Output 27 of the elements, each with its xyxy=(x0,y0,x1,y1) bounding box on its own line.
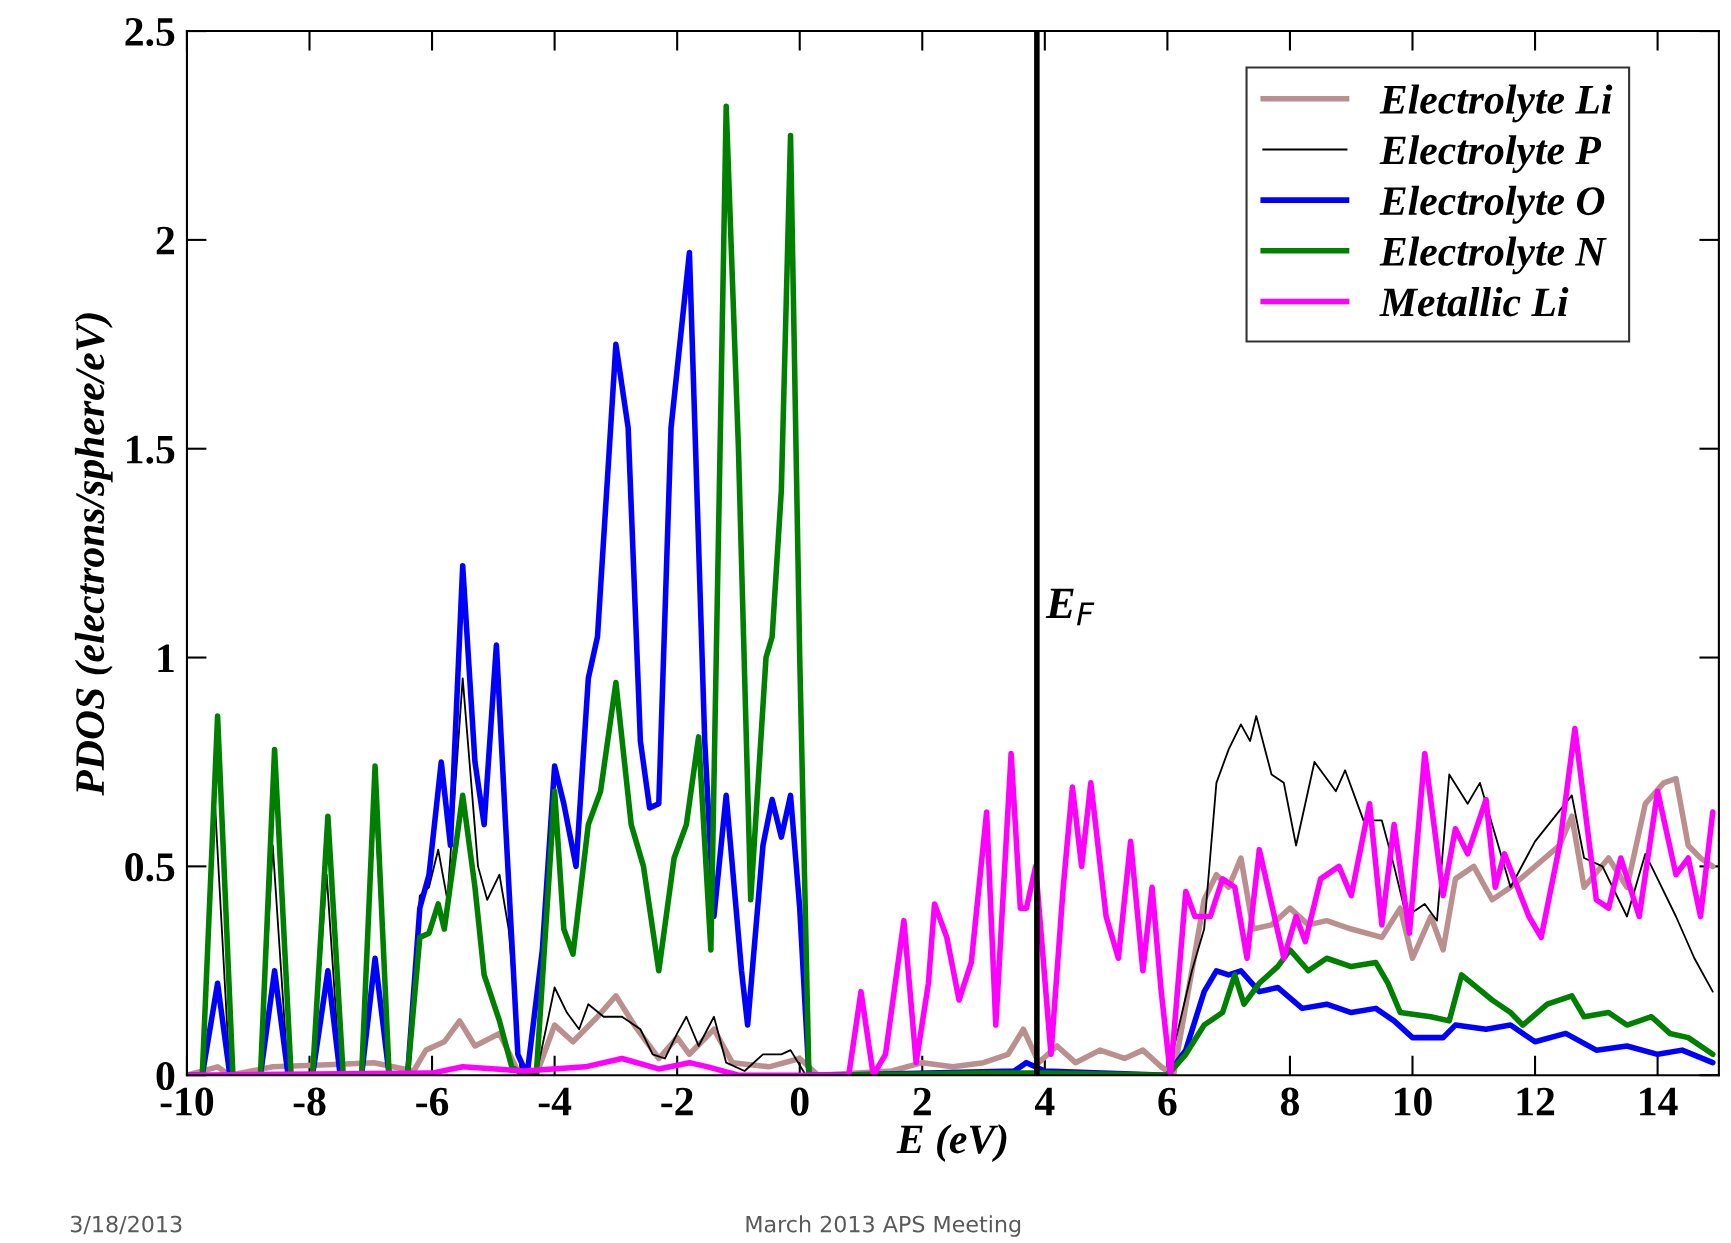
x-tick-label: -4 xyxy=(538,1087,572,1116)
legend-label: Electrolyte Li xyxy=(1379,84,1613,123)
legend-label: Electrolyte N xyxy=(1379,236,1607,275)
y-tick-label: 0.5 xyxy=(125,853,175,882)
x-tick-label: 4 xyxy=(1034,1087,1055,1116)
x-tick-label: 8 xyxy=(1280,1087,1299,1116)
text: 3/18/2013 xyxy=(70,1215,182,1235)
y-tick-label: 1.5 xyxy=(127,435,175,464)
x-tick-label: 10 xyxy=(1395,1087,1432,1116)
x-tick-label: 6 xyxy=(1158,1087,1177,1116)
x-tick-label: 14 xyxy=(1640,1087,1678,1116)
x-axis-title: E (eV) xyxy=(896,1124,1007,1162)
x-tick-label: -2 xyxy=(661,1087,693,1116)
text: March 2013 APS Meeting xyxy=(746,1215,1021,1237)
x-tick-label: -6 xyxy=(416,1087,449,1116)
legend-label: Electrolyte O xyxy=(1379,185,1605,224)
x-tick-label: -8 xyxy=(293,1087,326,1116)
legend-label: Metallic Li xyxy=(1379,287,1569,317)
y-tick-label: 2.5 xyxy=(125,17,175,47)
y-axis-title: PDOS (electrons/sphere/eV) xyxy=(74,313,113,796)
y-tick-label: 1 xyxy=(158,644,174,672)
x-tick-label: 2 xyxy=(913,1087,931,1116)
y-tick-label: 2 xyxy=(156,226,175,255)
ref-line-label: E$_{F}$ xyxy=(1045,588,1095,626)
x-tick-label: 0 xyxy=(790,1087,809,1116)
x-tick-label: 12 xyxy=(1517,1087,1555,1116)
legend-label: Electrolyte P xyxy=(1379,135,1602,174)
